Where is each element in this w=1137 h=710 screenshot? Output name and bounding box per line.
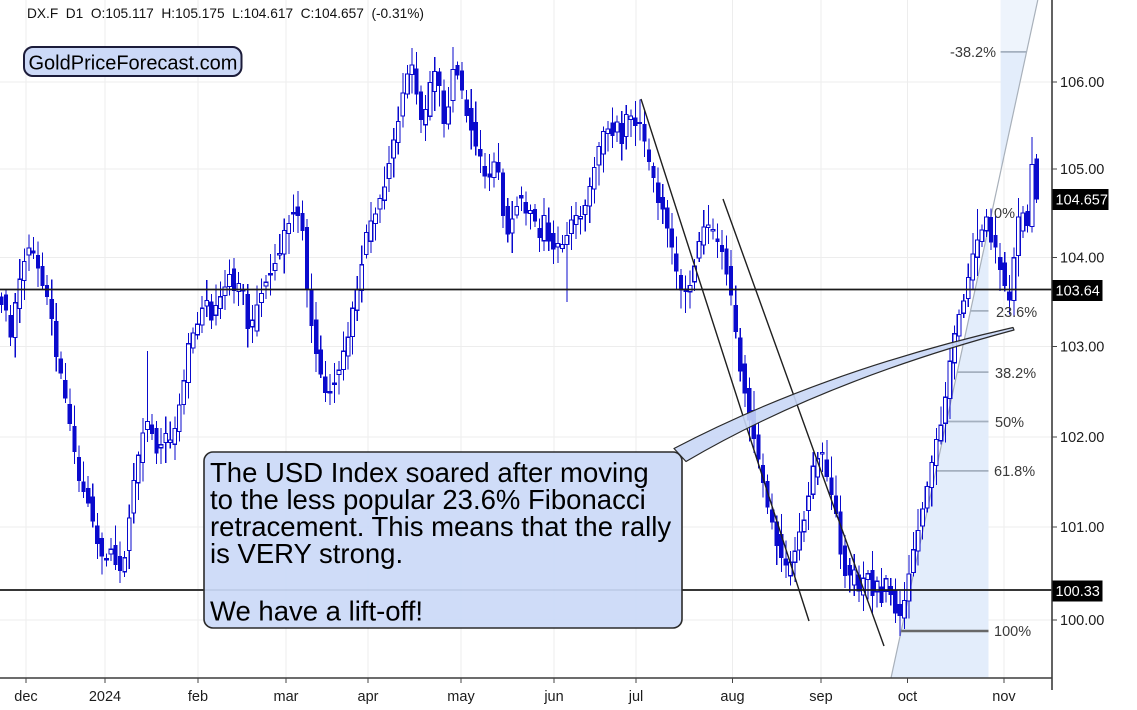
svg-text:GoldPriceForecast.com: GoldPriceForecast.com (29, 53, 238, 75)
svg-text:61.8%: 61.8% (994, 464, 1035, 480)
svg-text:103.64: 103.64 (1056, 284, 1100, 300)
svg-text:100.33: 100.33 (1056, 584, 1100, 600)
svg-text:retracement. This means that t: retracement. This means that the rally (210, 511, 671, 542)
svg-text:aug: aug (720, 689, 744, 705)
svg-text:23.6%: 23.6% (996, 305, 1037, 321)
svg-text:jul: jul (628, 689, 644, 705)
svg-text:mar: mar (274, 689, 299, 705)
svg-text:We have a lift-off!: We have a lift-off! (210, 596, 423, 627)
svg-text:103.00: 103.00 (1060, 340, 1104, 356)
svg-text:100%: 100% (994, 624, 1031, 640)
svg-text:50%: 50% (995, 415, 1024, 431)
svg-text:101.00: 101.00 (1060, 520, 1104, 536)
svg-text:to the less popular 23.6% Fibo: to the less popular 23.6% Fibonacci (210, 484, 646, 515)
svg-text:0%: 0% (994, 206, 1015, 222)
svg-text:The USD Index soared after mov: The USD Index soared after moving (210, 457, 649, 488)
svg-text:jun: jun (543, 689, 563, 705)
svg-text:is VERY strong.: is VERY strong. (210, 538, 403, 569)
svg-text:nov: nov (992, 689, 1016, 705)
svg-text:106.00: 106.00 (1060, 75, 1104, 91)
svg-text:104.00: 104.00 (1060, 251, 1104, 267)
svg-text:104.657: 104.657 (1056, 193, 1108, 209)
svg-text:may: may (447, 689, 475, 705)
svg-text:-38.2%: -38.2% (950, 45, 996, 61)
svg-text:38.2%: 38.2% (995, 366, 1036, 382)
svg-text:DX.F D1 O:105.117 H:105.175: DX.F D1 O:105.117 H:105.175 L:104.617 C:… (27, 6, 424, 21)
svg-text:102.00: 102.00 (1060, 430, 1104, 446)
svg-text:100.00: 100.00 (1060, 613, 1104, 629)
svg-text:sep: sep (809, 689, 832, 705)
svg-text:2024: 2024 (89, 689, 121, 705)
svg-text:105.00: 105.00 (1060, 162, 1104, 178)
svg-text:feb: feb (188, 689, 208, 705)
svg-text:oct: oct (898, 689, 917, 705)
svg-text:apr: apr (358, 689, 379, 705)
svg-text:dec: dec (14, 689, 37, 705)
